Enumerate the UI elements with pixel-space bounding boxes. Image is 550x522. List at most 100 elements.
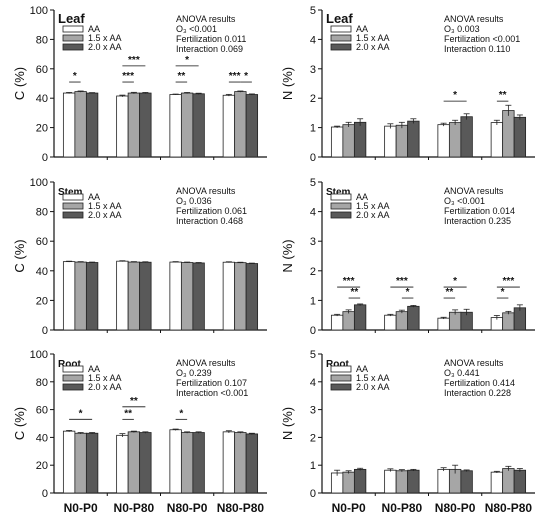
bar <box>490 471 504 494</box>
bar <box>139 92 152 158</box>
tissue-label: Root <box>58 359 81 370</box>
bar <box>127 92 141 158</box>
significance-label: * <box>406 287 410 298</box>
bar <box>116 434 129 494</box>
significance-label: ** <box>124 408 132 419</box>
bar <box>74 261 87 331</box>
legend-swatch <box>62 211 84 219</box>
bar <box>169 429 182 494</box>
legend-label: AA <box>88 24 100 34</box>
legend-swatch <box>62 34 84 42</box>
bar <box>116 260 129 331</box>
bar <box>85 262 99 331</box>
bar <box>222 431 236 494</box>
legend-label: 1.5 x AA <box>356 373 390 383</box>
bar <box>437 317 450 331</box>
legend-swatch <box>330 211 352 219</box>
y-tick-label: 60 <box>36 236 48 248</box>
bar <box>353 468 367 494</box>
bar <box>85 92 99 158</box>
legend-label: AA <box>356 192 368 202</box>
legend-swatch <box>62 374 84 382</box>
anova-title: ANOVA results <box>444 186 504 196</box>
y-tick-label: 40 <box>36 432 48 444</box>
significance-label: ** <box>350 287 358 298</box>
legend-label: 2.0 x AA <box>88 210 122 220</box>
bar <box>513 469 527 494</box>
legend-label: 2.0 x AA <box>88 382 122 392</box>
legend-label: 2.0 x AA <box>356 42 390 52</box>
y-tick-label: 0 <box>42 488 48 500</box>
anova-line: Fertilization 0.014 <box>444 206 515 216</box>
anova-line: O₃ <0.001 <box>444 196 485 206</box>
legend-swatch <box>330 34 352 42</box>
y-axis-label: N (%) <box>280 67 295 100</box>
x-category-label: N80-P0 <box>167 501 208 515</box>
y-axis-label: C (%) <box>12 239 27 272</box>
anova-line: Fertilization 0.107 <box>176 378 247 388</box>
significance-label: * <box>501 287 505 298</box>
bar <box>192 432 205 494</box>
bar <box>245 94 259 158</box>
anova-line: O₃ 0.441 <box>444 368 480 378</box>
legend-swatch <box>62 383 84 391</box>
y-axis-label: C (%) <box>12 407 27 440</box>
tissue-label: Leaf <box>326 11 353 26</box>
anova-line: Interaction 0.110 <box>444 44 510 54</box>
anova-line: O₃ 0.239 <box>176 368 212 378</box>
y-axis-label: N (%) <box>280 239 295 272</box>
x-category-label: N0-P80 <box>382 501 423 515</box>
significance-label: * <box>453 276 457 287</box>
legend-label: 1.5 x AA <box>356 201 390 211</box>
bar <box>395 470 409 494</box>
bar <box>180 432 194 494</box>
bar <box>180 262 194 331</box>
legend-swatch <box>330 193 352 201</box>
y-tick-label: 60 <box>36 405 48 417</box>
bar <box>127 261 141 331</box>
bar <box>353 121 367 158</box>
x-category-label: N80-P0 <box>435 501 476 515</box>
bar <box>245 433 259 494</box>
bar <box>222 94 236 158</box>
significance-label: ** <box>177 71 185 82</box>
anova-line: Fertilization 0.414 <box>444 378 515 388</box>
bar <box>437 468 450 494</box>
bar <box>330 314 344 331</box>
bar <box>139 261 152 331</box>
significance-label: *** <box>122 71 134 82</box>
legend-swatch <box>62 365 84 373</box>
y-tick-label: 100 <box>30 5 48 17</box>
y-tick-label: 0 <box>42 325 48 337</box>
y-tick-label: 0 <box>310 325 316 337</box>
bar <box>513 116 527 158</box>
bar <box>234 91 247 158</box>
bar <box>395 124 409 158</box>
legend-label: 2.0 x AA <box>356 210 390 220</box>
legend-swatch <box>330 383 352 391</box>
bar <box>62 430 76 494</box>
legend-label: AA <box>88 192 100 202</box>
bar <box>384 125 397 158</box>
x-category-label: N0-P0 <box>332 501 366 515</box>
legend-label: 2.0 x AA <box>356 382 390 392</box>
y-tick-label: 1 <box>310 123 316 135</box>
bar <box>74 432 87 494</box>
anova-title: ANOVA results <box>444 14 504 24</box>
significance-label: * <box>73 71 77 82</box>
legend-swatch <box>330 25 352 33</box>
tissue-label: Root <box>326 359 349 370</box>
bar <box>460 116 473 158</box>
bar <box>192 262 205 331</box>
bar <box>460 470 473 494</box>
bar <box>384 469 397 494</box>
significance-label: *** <box>503 276 515 287</box>
bar <box>245 263 259 331</box>
bar <box>116 95 129 158</box>
legend-label: 2.0 x AA <box>88 42 122 52</box>
bar <box>502 312 515 331</box>
bar <box>222 261 236 331</box>
anova-line: O₃ 0.003 <box>444 24 480 34</box>
